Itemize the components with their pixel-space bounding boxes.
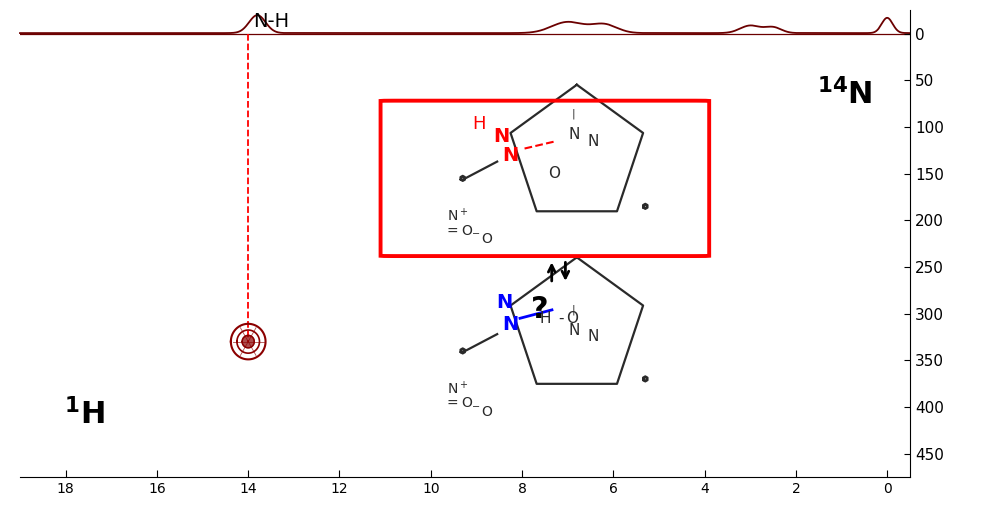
Text: N: N: [587, 330, 598, 344]
Text: $\mathbf{^{14}N}$: $\mathbf{^{14}N}$: [817, 78, 872, 111]
Text: N: N: [569, 323, 580, 338]
Text: H: H: [539, 311, 551, 326]
Text: O: O: [548, 166, 560, 181]
Text: N: N: [496, 293, 512, 312]
Text: |: |: [571, 109, 575, 119]
Text: $\mathregular{^-O}$: $\mathregular{^-O}$: [469, 405, 493, 419]
Text: $\mathregular{^-O}$: $\mathregular{^-O}$: [469, 232, 493, 246]
Text: N-H: N-H: [253, 12, 289, 31]
Text: $\mathregular{N^+}$: $\mathregular{N^+}$: [447, 379, 469, 397]
Text: O: O: [566, 311, 578, 326]
Text: |: |: [571, 304, 575, 315]
Text: N: N: [587, 134, 598, 149]
Text: ?: ?: [531, 295, 549, 324]
Text: $\mathregular{=O}$: $\mathregular{=O}$: [444, 224, 473, 237]
Text: N: N: [569, 127, 580, 142]
Polygon shape: [242, 335, 254, 348]
Text: $\mathbf{^1H}$: $\mathbf{^1H}$: [64, 398, 105, 430]
Text: $\mathregular{=O}$: $\mathregular{=O}$: [444, 396, 473, 410]
Text: $\mathregular{N^+}$: $\mathregular{N^+}$: [447, 207, 469, 224]
Text: N: N: [494, 127, 510, 146]
Text: N: N: [503, 146, 519, 165]
Text: -: -: [558, 311, 564, 326]
Text: H: H: [472, 115, 486, 133]
Text: N: N: [503, 315, 519, 334]
